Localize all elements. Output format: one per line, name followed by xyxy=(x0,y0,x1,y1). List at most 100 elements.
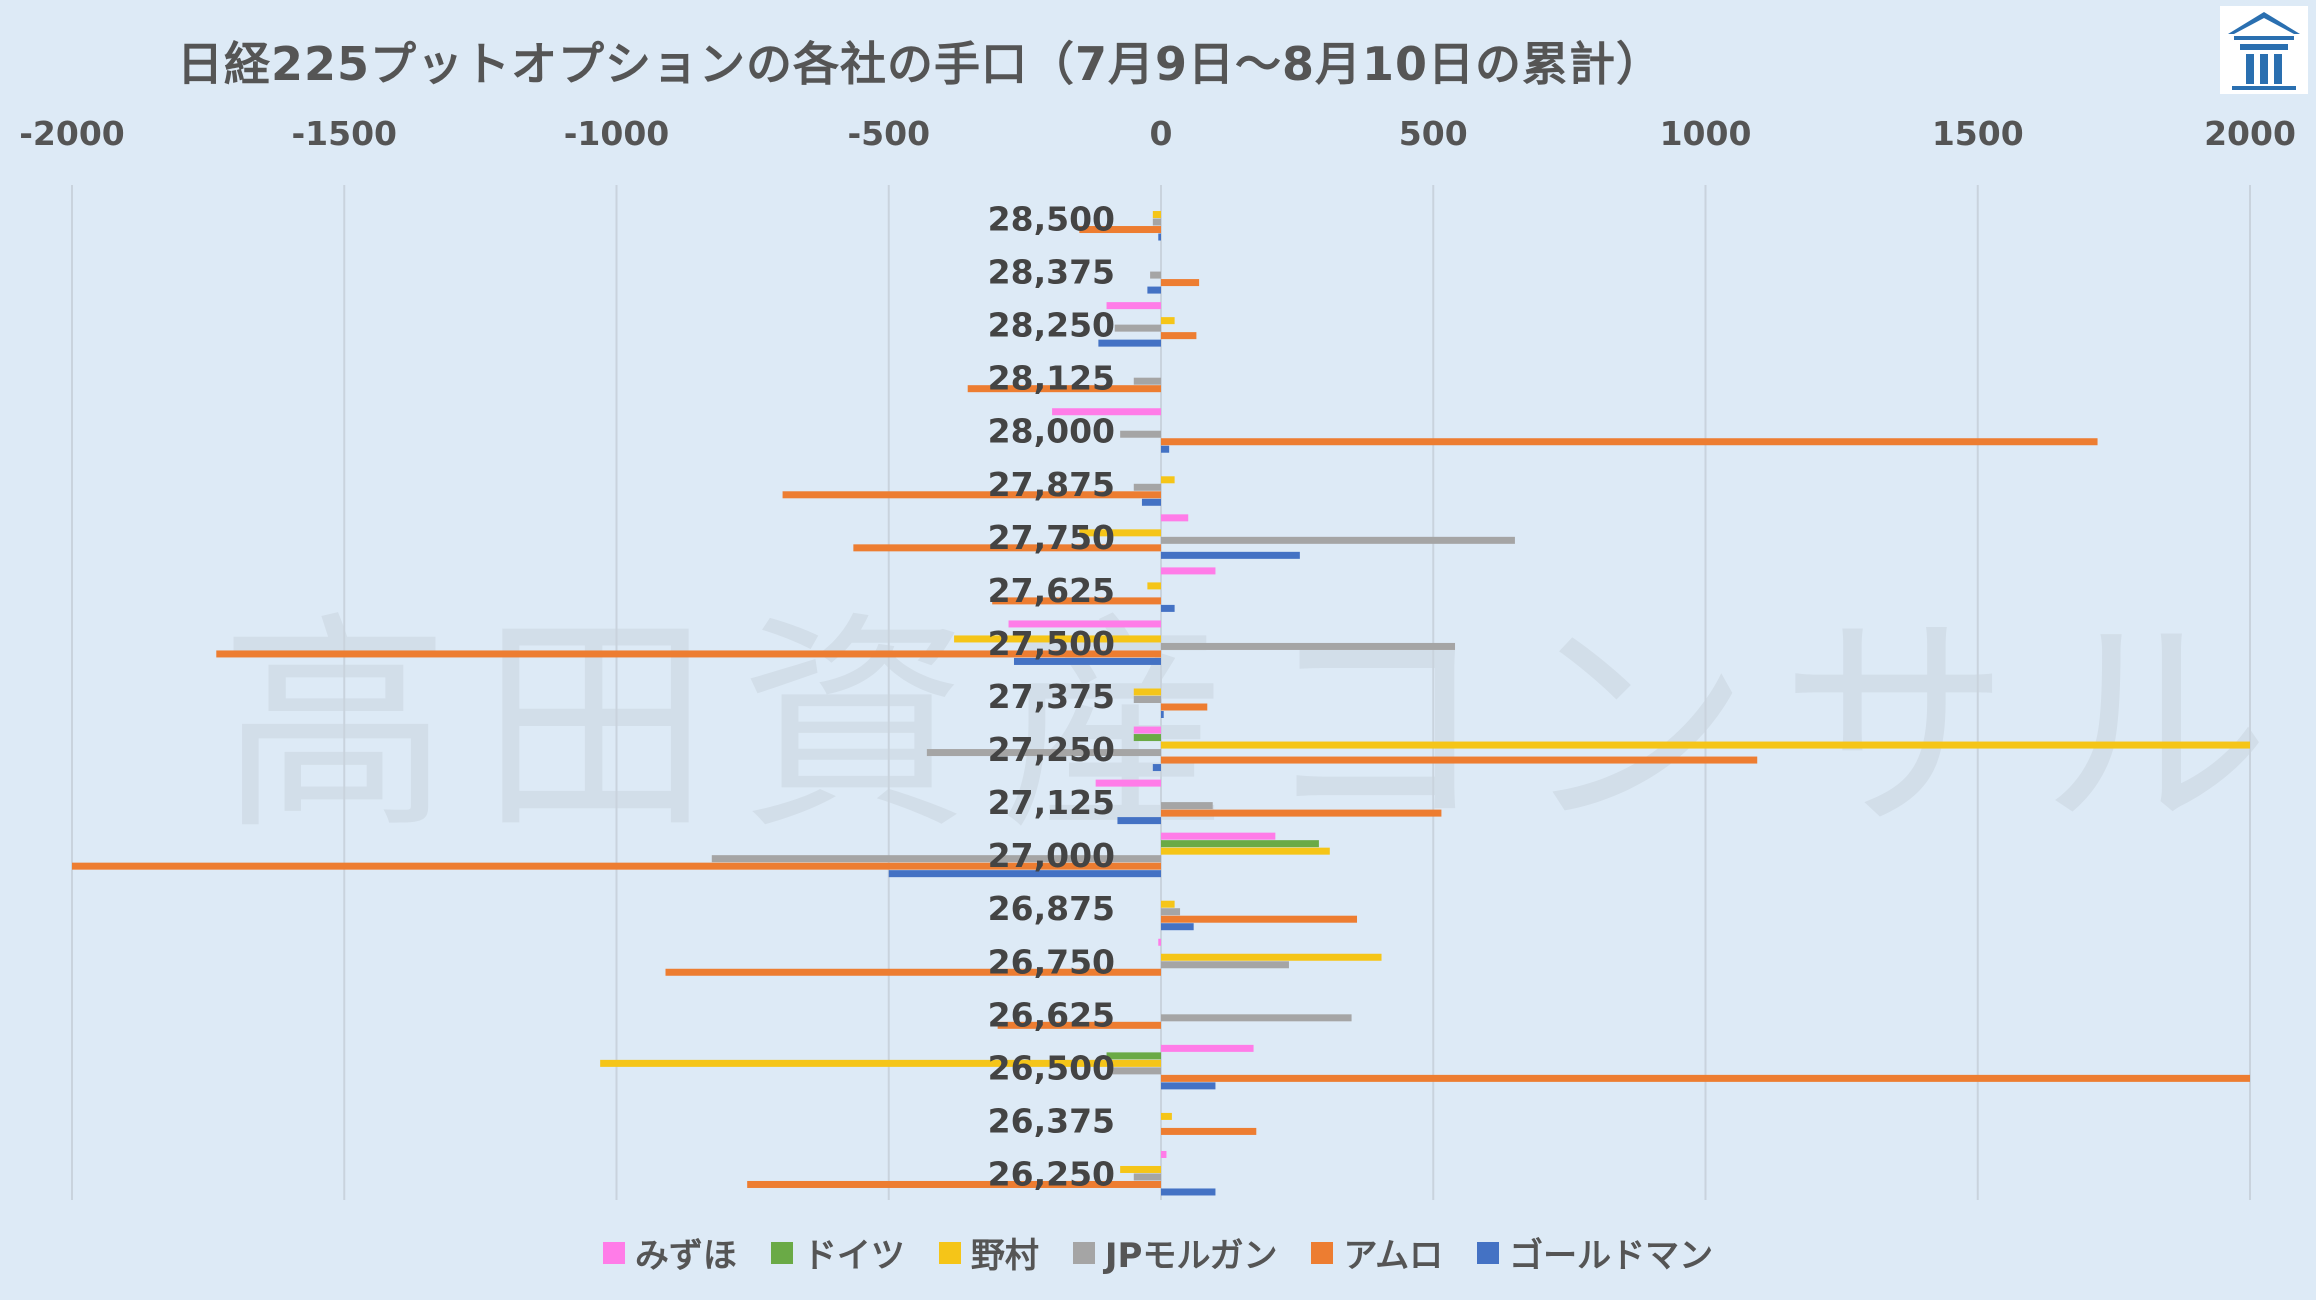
bar xyxy=(1161,809,1442,817)
bar xyxy=(1161,832,1276,840)
bar xyxy=(1161,703,1208,711)
y-tick-label: 27,500 xyxy=(988,624,1115,663)
bar xyxy=(1161,1150,1167,1158)
bar xyxy=(1117,817,1161,825)
legend-item: 野村 xyxy=(938,1228,1039,1277)
bar xyxy=(1161,847,1330,855)
x-tick-label: -500 xyxy=(847,114,930,153)
bar xyxy=(888,870,1161,878)
bar xyxy=(1161,642,1456,650)
y-tick-label: 28,375 xyxy=(988,253,1115,292)
bar xyxy=(1150,271,1161,279)
legend-item: アムロ xyxy=(1311,1228,1443,1277)
bar xyxy=(782,491,1161,499)
bar xyxy=(1133,688,1161,696)
bar xyxy=(1147,286,1161,294)
bar xyxy=(665,968,1161,976)
bar xyxy=(1120,430,1161,438)
legend-label: ゴールドマン xyxy=(1509,1236,1714,1276)
legend-label: JPモルガン xyxy=(1104,1236,1278,1276)
bar xyxy=(1133,696,1161,703)
bar xyxy=(1161,332,1197,340)
y-tick-label: 28,250 xyxy=(988,306,1115,345)
legend-item: JPモルガン xyxy=(1072,1228,1278,1277)
bar xyxy=(747,1180,1161,1188)
bar xyxy=(1161,953,1382,961)
legend-label: アムロ xyxy=(1343,1236,1444,1276)
bar xyxy=(1008,620,1161,628)
bar xyxy=(853,544,1161,552)
bar xyxy=(1161,279,1200,287)
bar xyxy=(1161,445,1170,453)
bar xyxy=(1161,514,1189,522)
bar xyxy=(711,855,1161,863)
legend-swatch xyxy=(602,1241,625,1264)
y-tick-label: 27,125 xyxy=(988,783,1115,822)
bar xyxy=(1114,324,1161,332)
bar xyxy=(1161,438,2098,446)
bar xyxy=(1161,536,1515,544)
bar xyxy=(1152,764,1161,772)
bar xyxy=(1161,1044,1254,1052)
x-tick-label: 0 xyxy=(1150,114,1173,153)
bar xyxy=(1161,711,1164,718)
bar xyxy=(1161,915,1358,923)
bar xyxy=(967,385,1161,393)
bar xyxy=(1133,483,1161,491)
x-tick-label: -2000 xyxy=(19,114,125,153)
bar xyxy=(1133,377,1161,385)
y-tick-label: 26,875 xyxy=(988,889,1115,928)
x-tick-label: 500 xyxy=(1399,114,1468,153)
bar xyxy=(1079,529,1161,537)
legend: みずほ ドイツ 野村 JPモルガン アムロ ゴールドマン xyxy=(0,1228,2316,1277)
bar xyxy=(72,862,1161,870)
bar xyxy=(1161,1082,1216,1090)
y-tick-label: 26,500 xyxy=(988,1048,1115,1087)
bar xyxy=(1133,1173,1161,1181)
bar xyxy=(1079,226,1161,234)
legend-swatch xyxy=(1311,1241,1334,1264)
legend-item: みずほ xyxy=(602,1228,737,1277)
x-tick-label: 2000 xyxy=(2204,114,2296,153)
bar xyxy=(216,650,1162,658)
y-tick-label: 27,375 xyxy=(988,677,1115,716)
legend-swatch xyxy=(1072,1241,1095,1264)
y-tick-label: 27,750 xyxy=(988,518,1115,557)
bar xyxy=(1158,938,1161,946)
bar xyxy=(1161,840,1319,848)
y-tick-label: 28,000 xyxy=(988,412,1115,451)
bar xyxy=(1120,1165,1161,1173)
y-tick-label: 26,375 xyxy=(988,1101,1115,1140)
bar xyxy=(1161,476,1175,484)
y-tick-label: 27,250 xyxy=(988,730,1115,769)
bar xyxy=(1052,408,1161,416)
x-tick-label: 1000 xyxy=(1660,114,1752,153)
legend-swatch xyxy=(1477,1241,1500,1264)
legend-item: ゴールドマン xyxy=(1477,1228,1713,1277)
bar xyxy=(1161,802,1213,810)
y-tick-label: 26,250 xyxy=(988,1154,1115,1193)
x-tick-label: -1000 xyxy=(564,114,670,153)
bar xyxy=(1133,726,1161,734)
bar xyxy=(1161,1112,1172,1120)
bar xyxy=(1152,211,1161,219)
bar xyxy=(1161,1127,1257,1135)
bar xyxy=(997,1021,1161,1029)
bar xyxy=(1161,604,1175,612)
y-tick-label: 27,875 xyxy=(988,465,1115,504)
bar xyxy=(1161,908,1181,916)
bar xyxy=(1141,498,1161,506)
legend-swatch xyxy=(938,1241,961,1264)
bar xyxy=(992,597,1161,605)
chart-title: 日経225プットオプションの各社の手口（7月9日～8月10日の累計） xyxy=(176,37,1664,91)
building-logo-icon xyxy=(2220,6,2308,94)
bar xyxy=(1147,582,1161,590)
legend-item: ドイツ xyxy=(770,1228,905,1277)
bar xyxy=(954,635,1161,643)
bar xyxy=(1013,657,1161,665)
y-tick-label: 26,750 xyxy=(988,942,1115,981)
y-tick-label: 26,625 xyxy=(988,995,1115,1034)
bar xyxy=(1161,567,1216,575)
x-tick-label: -1500 xyxy=(291,114,397,153)
